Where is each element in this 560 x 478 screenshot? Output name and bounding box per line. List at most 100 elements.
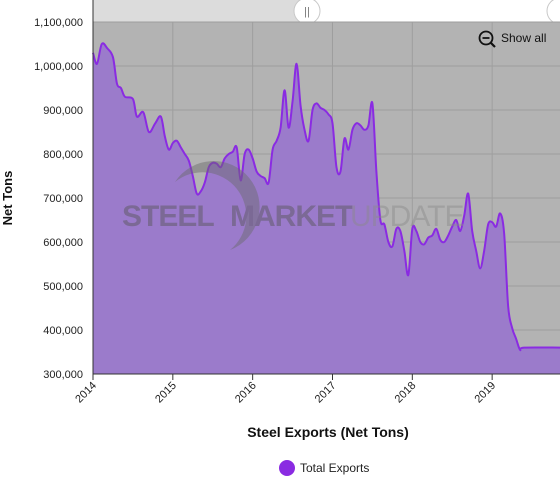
data-point[interactable]: [330, 121, 334, 125]
data-point[interactable]: [147, 130, 151, 134]
data-point[interactable]: [203, 181, 207, 185]
data-point[interactable]: [482, 249, 486, 253]
data-point[interactable]: [175, 139, 179, 143]
data-point[interactable]: [141, 110, 145, 114]
show-all-label: Show all: [501, 31, 546, 45]
data-point[interactable]: [267, 181, 271, 185]
navigator-left-handle[interactable]: ||: [293, 0, 321, 25]
data-point[interactable]: [271, 148, 275, 152]
legend[interactable]: Total Exports: [279, 460, 369, 476]
data-point[interactable]: [311, 108, 315, 112]
data-point[interactable]: [247, 148, 251, 152]
data-point[interactable]: [119, 86, 123, 90]
legend-marker-total-exports: [279, 460, 295, 476]
data-point[interactable]: [522, 346, 526, 350]
data-point[interactable]: [466, 192, 470, 196]
data-point[interactable]: [163, 134, 167, 138]
data-point[interactable]: [446, 233, 450, 237]
data-point[interactable]: [100, 42, 104, 46]
data-point[interactable]: [299, 104, 303, 108]
data-point[interactable]: [494, 225, 498, 229]
data-point[interactable]: [115, 82, 119, 86]
navigator-right-handle[interactable]: [546, 0, 560, 25]
data-point[interactable]: [406, 273, 410, 277]
data-point[interactable]: [195, 192, 199, 196]
data-point[interactable]: [291, 99, 295, 103]
data-point[interactable]: [506, 304, 510, 308]
data-point[interactable]: [251, 156, 255, 160]
data-point[interactable]: [131, 97, 135, 101]
data-point[interactable]: [362, 128, 366, 132]
data-point[interactable]: [171, 141, 175, 145]
data-point[interactable]: [474, 249, 478, 253]
x-tick-label: 2016: [233, 380, 259, 406]
data-point[interactable]: [105, 46, 109, 50]
data-point[interactable]: [426, 236, 430, 240]
data-point[interactable]: [263, 176, 267, 180]
data-point[interactable]: [187, 159, 191, 163]
data-point[interactable]: [231, 150, 235, 154]
data-point[interactable]: [255, 170, 259, 174]
data-point[interactable]: [354, 121, 358, 125]
data-point[interactable]: [179, 145, 183, 149]
data-point[interactable]: [490, 220, 494, 224]
data-point[interactable]: [287, 126, 291, 130]
data-point[interactable]: [442, 240, 446, 244]
data-point[interactable]: [350, 128, 354, 132]
data-point[interactable]: [498, 211, 502, 215]
data-point[interactable]: [338, 170, 342, 174]
data-point[interactable]: [159, 115, 163, 119]
data-point[interactable]: [243, 152, 247, 156]
data-point[interactable]: [315, 101, 319, 105]
data-point[interactable]: [199, 189, 203, 193]
series-total-exports-area[interactable]: [93, 43, 560, 374]
data-point[interactable]: [502, 231, 506, 235]
x-tick-label: 2017: [313, 380, 339, 406]
data-point[interactable]: [95, 62, 99, 66]
data-point[interactable]: [295, 62, 299, 66]
data-point[interactable]: [430, 233, 434, 237]
data-point[interactable]: [422, 242, 426, 246]
data-point[interactable]: [486, 222, 490, 226]
data-point[interactable]: [358, 123, 362, 127]
data-point[interactable]: [510, 326, 514, 330]
data-point[interactable]: [334, 165, 338, 169]
navigator-handle-glyph: ||: [304, 6, 310, 18]
data-point[interactable]: [366, 123, 370, 127]
data-point[interactable]: [418, 240, 422, 244]
data-point[interactable]: [390, 244, 394, 248]
data-point[interactable]: [514, 337, 518, 341]
data-point[interactable]: [303, 128, 307, 132]
data-point[interactable]: [327, 112, 331, 116]
data-point[interactable]: [275, 139, 279, 143]
data-point[interactable]: [478, 266, 482, 270]
data-point[interactable]: [438, 238, 442, 242]
series-total-exports-line[interactable]: [92, 42, 560, 352]
data-point[interactable]: [259, 174, 263, 178]
data-point[interactable]: [183, 152, 187, 156]
data-point[interactable]: [402, 249, 406, 253]
data-point[interactable]: [323, 108, 327, 112]
data-point[interactable]: [135, 115, 139, 119]
data-point[interactable]: [307, 139, 311, 143]
data-point[interactable]: [153, 121, 157, 125]
data-point[interactable]: [370, 101, 374, 105]
data-point[interactable]: [227, 152, 231, 156]
data-point[interactable]: [223, 156, 227, 160]
show-all-button[interactable]: Show all: [478, 30, 547, 48]
data-point[interactable]: [470, 229, 474, 233]
data-point[interactable]: [235, 145, 239, 149]
navigator-selection[interactable]: [305, 0, 560, 22]
data-point[interactable]: [279, 126, 283, 130]
data-point[interactable]: [111, 55, 115, 59]
data-point[interactable]: [319, 106, 323, 110]
data-point[interactable]: [518, 348, 522, 352]
data-point[interactable]: [386, 240, 390, 244]
data-point[interactable]: [346, 148, 350, 152]
data-point[interactable]: [342, 137, 346, 141]
data-point[interactable]: [283, 88, 287, 92]
data-point[interactable]: [191, 174, 195, 178]
data-point[interactable]: [123, 95, 127, 99]
data-point[interactable]: [374, 170, 378, 174]
data-point[interactable]: [167, 148, 171, 152]
